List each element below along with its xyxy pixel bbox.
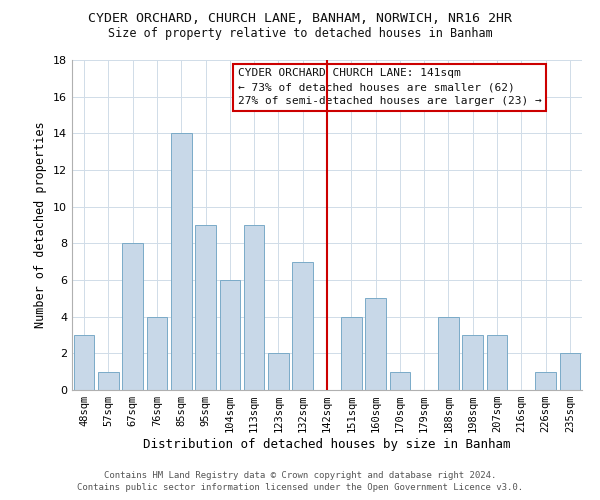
Bar — [171, 134, 191, 390]
Bar — [535, 372, 556, 390]
Bar — [220, 280, 240, 390]
Text: Contains HM Land Registry data © Crown copyright and database right 2024.: Contains HM Land Registry data © Crown c… — [104, 471, 496, 480]
X-axis label: Distribution of detached houses by size in Banham: Distribution of detached houses by size … — [143, 438, 511, 451]
Bar — [341, 316, 362, 390]
Bar — [438, 316, 459, 390]
Bar — [389, 372, 410, 390]
Bar — [244, 225, 265, 390]
Text: CYDER ORCHARD CHURCH LANE: 141sqm
← 73% of detached houses are smaller (62)
27% : CYDER ORCHARD CHURCH LANE: 141sqm ← 73% … — [238, 68, 542, 106]
Bar — [98, 372, 119, 390]
Bar — [146, 316, 167, 390]
Text: Size of property relative to detached houses in Banham: Size of property relative to detached ho… — [107, 28, 493, 40]
Bar — [195, 225, 216, 390]
Bar — [122, 244, 143, 390]
Text: Contains public sector information licensed under the Open Government Licence v3: Contains public sector information licen… — [77, 484, 523, 492]
Text: CYDER ORCHARD, CHURCH LANE, BANHAM, NORWICH, NR16 2HR: CYDER ORCHARD, CHURCH LANE, BANHAM, NORW… — [88, 12, 512, 26]
Bar — [292, 262, 313, 390]
Bar — [487, 335, 508, 390]
Bar — [74, 335, 94, 390]
Bar — [463, 335, 483, 390]
Bar — [268, 354, 289, 390]
Bar — [560, 354, 580, 390]
Bar — [365, 298, 386, 390]
Y-axis label: Number of detached properties: Number of detached properties — [34, 122, 47, 328]
